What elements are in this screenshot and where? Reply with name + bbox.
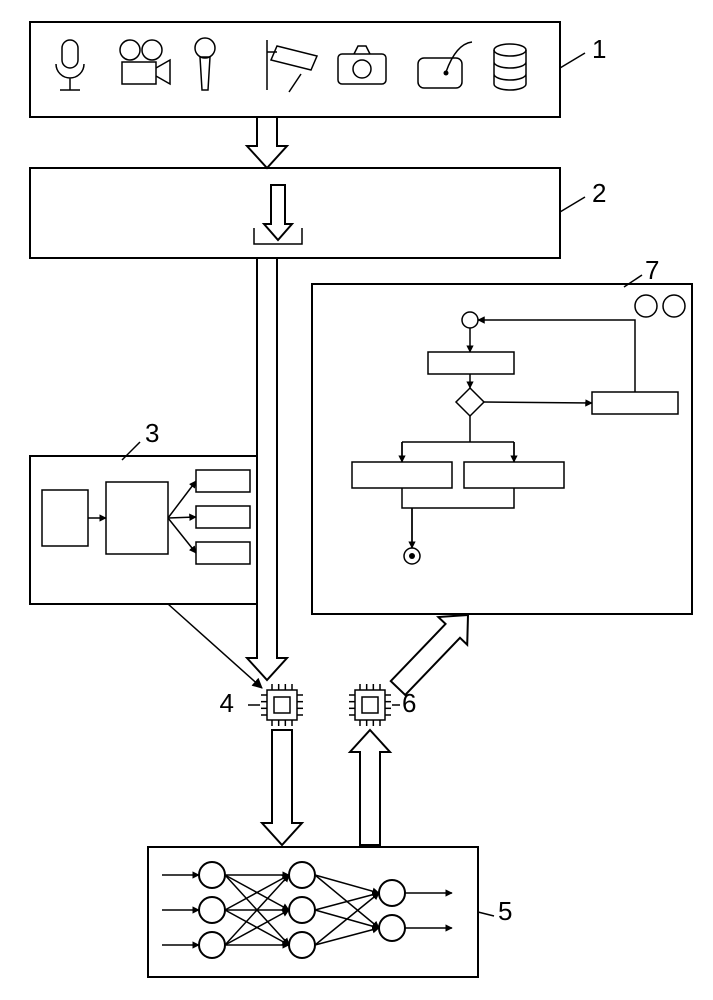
box7-leader <box>624 275 642 287</box>
chip6-core <box>362 697 378 713</box>
nn-node-1-1 <box>289 897 315 923</box>
b7-rect-top <box>428 352 514 374</box>
hand-mic-body-icon <box>200 57 210 90</box>
film-reel2-icon <box>142 40 162 60</box>
chip6-label: 6 <box>402 688 416 718</box>
hollow-arrow-2 <box>262 730 302 845</box>
stylus-tip-icon <box>444 71 449 76</box>
b3-mid <box>106 482 168 554</box>
hollow-arrow-4 <box>391 615 468 695</box>
film-reel1-icon <box>120 40 140 60</box>
b3-right-1 <box>196 506 250 528</box>
b7-start <box>462 312 478 328</box>
nn-node-2-0 <box>379 880 405 906</box>
box3-leader <box>122 442 140 460</box>
hand-mic-head-icon <box>195 38 215 58</box>
box2-label: 2 <box>592 178 606 208</box>
nn-node-0-0 <box>199 862 225 888</box>
nn-node-0-1 <box>199 897 225 923</box>
b7-rect-right <box>592 392 678 414</box>
hollow-arrow-3 <box>350 730 390 845</box>
box5-label: 5 <box>498 896 512 926</box>
b7-mid-right <box>464 462 564 488</box>
chip6 <box>355 690 385 720</box>
b3-right-2 <box>196 542 250 564</box>
b7-end-dot <box>409 553 415 559</box>
film-lens-icon <box>156 60 170 84</box>
cctv-mount-icon <box>267 40 277 90</box>
arrow-box3-chip4 <box>168 604 262 688</box>
tablet-icon <box>418 58 462 88</box>
b7-circle-1 <box>663 295 685 317</box>
box7-label: 7 <box>645 255 659 285</box>
camera-body-icon <box>338 54 386 84</box>
nn-edge <box>315 875 379 893</box>
microphone-icon <box>62 40 78 68</box>
b3-arrow-r0 <box>168 481 196 518</box>
b7-feedback <box>478 320 635 392</box>
box3 <box>30 456 260 604</box>
nn-node-1-0 <box>289 862 315 888</box>
chip4 <box>267 690 297 720</box>
b3-arrow-r2 <box>168 518 196 553</box>
b3-right-0 <box>196 470 250 492</box>
diagram-canvas: 1 2 3 5 7 4 6 <box>0 0 713 1000</box>
stylus-arm-icon <box>446 42 472 72</box>
camera-top-icon <box>354 46 370 54</box>
film-body-icon <box>122 62 156 84</box>
download-arrow-icon <box>264 185 292 240</box>
box1-label: 1 <box>592 34 606 64</box>
b3-arrow-r1 <box>168 517 196 518</box>
box5-leader <box>478 912 494 916</box>
camera-lens-icon <box>353 60 371 78</box>
box2-leader <box>560 197 585 212</box>
cctv-body-icon <box>271 46 317 70</box>
hollow-arrow-0 <box>247 117 287 168</box>
cctv-signal-icon <box>289 74 301 92</box>
b7-mid-left <box>352 462 452 488</box>
nn-node-2-1 <box>379 915 405 941</box>
box1 <box>30 22 560 117</box>
b7-circle-0 <box>635 295 657 317</box>
box3-label: 3 <box>145 418 159 448</box>
nn-node-0-2 <box>199 932 225 958</box>
b3-left <box>42 490 88 546</box>
chip4-label: 4 <box>220 688 234 718</box>
b7-diamond <box>456 388 484 416</box>
box1-leader <box>560 53 585 68</box>
hollow-arrow-1 <box>247 258 287 680</box>
nn-node-1-2 <box>289 932 315 958</box>
chip4-core <box>274 697 290 713</box>
db-top-icon <box>494 44 526 56</box>
